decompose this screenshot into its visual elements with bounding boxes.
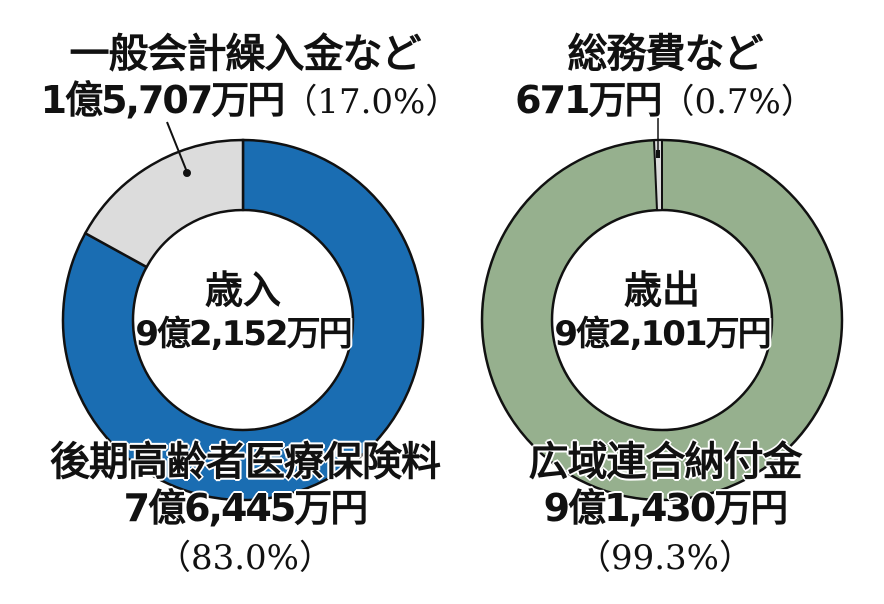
expenditure-center-total: 9億2,101万円 [554,314,771,354]
expenditure-minor-amount-row: 671万円（0.7%） [480,78,850,124]
revenue-minor-leader-line [166,121,188,173]
revenue-major-percent: （83.0%） [156,538,333,578]
revenue-donut [61,121,425,502]
revenue-major-amount: 7億6,445万円 [123,486,369,530]
revenue-minor-amount-row: 1億5,707万円（17.0%） [40,78,460,124]
expenditure-major-amount: 9億1,430万円 [543,486,789,530]
revenue-minor-amount: 1億5,707万円 [40,78,286,122]
expenditure-minor-leader-dot [656,150,660,158]
expenditure-minor-percent: （0.7%） [660,82,815,122]
revenue-minor-percent: （17.0%） [283,82,460,122]
revenue-major-name: 後期高齢者医療保険料 [50,439,441,485]
revenue-minor-name: 一般会計繰入金など [69,31,422,77]
expenditure-minor-amount: 671万円 [515,78,662,122]
revenue-major-segment [61,138,425,502]
revenue-minor-segment [83,138,245,269]
revenue-center-title: 歳入 [204,268,281,312]
expenditure-donut [480,118,844,502]
expenditure-major-percent: （99.3%） [576,538,753,578]
expenditure-center-title: 歳出 [623,268,700,312]
revenue-center-total: 9億2,152万円 [135,314,352,354]
expenditure-minor-name: 総務費など [567,31,764,77]
revenue-minor-leader-dot [183,169,191,177]
expenditure-major-name: 広域連合納付金 [528,439,803,485]
